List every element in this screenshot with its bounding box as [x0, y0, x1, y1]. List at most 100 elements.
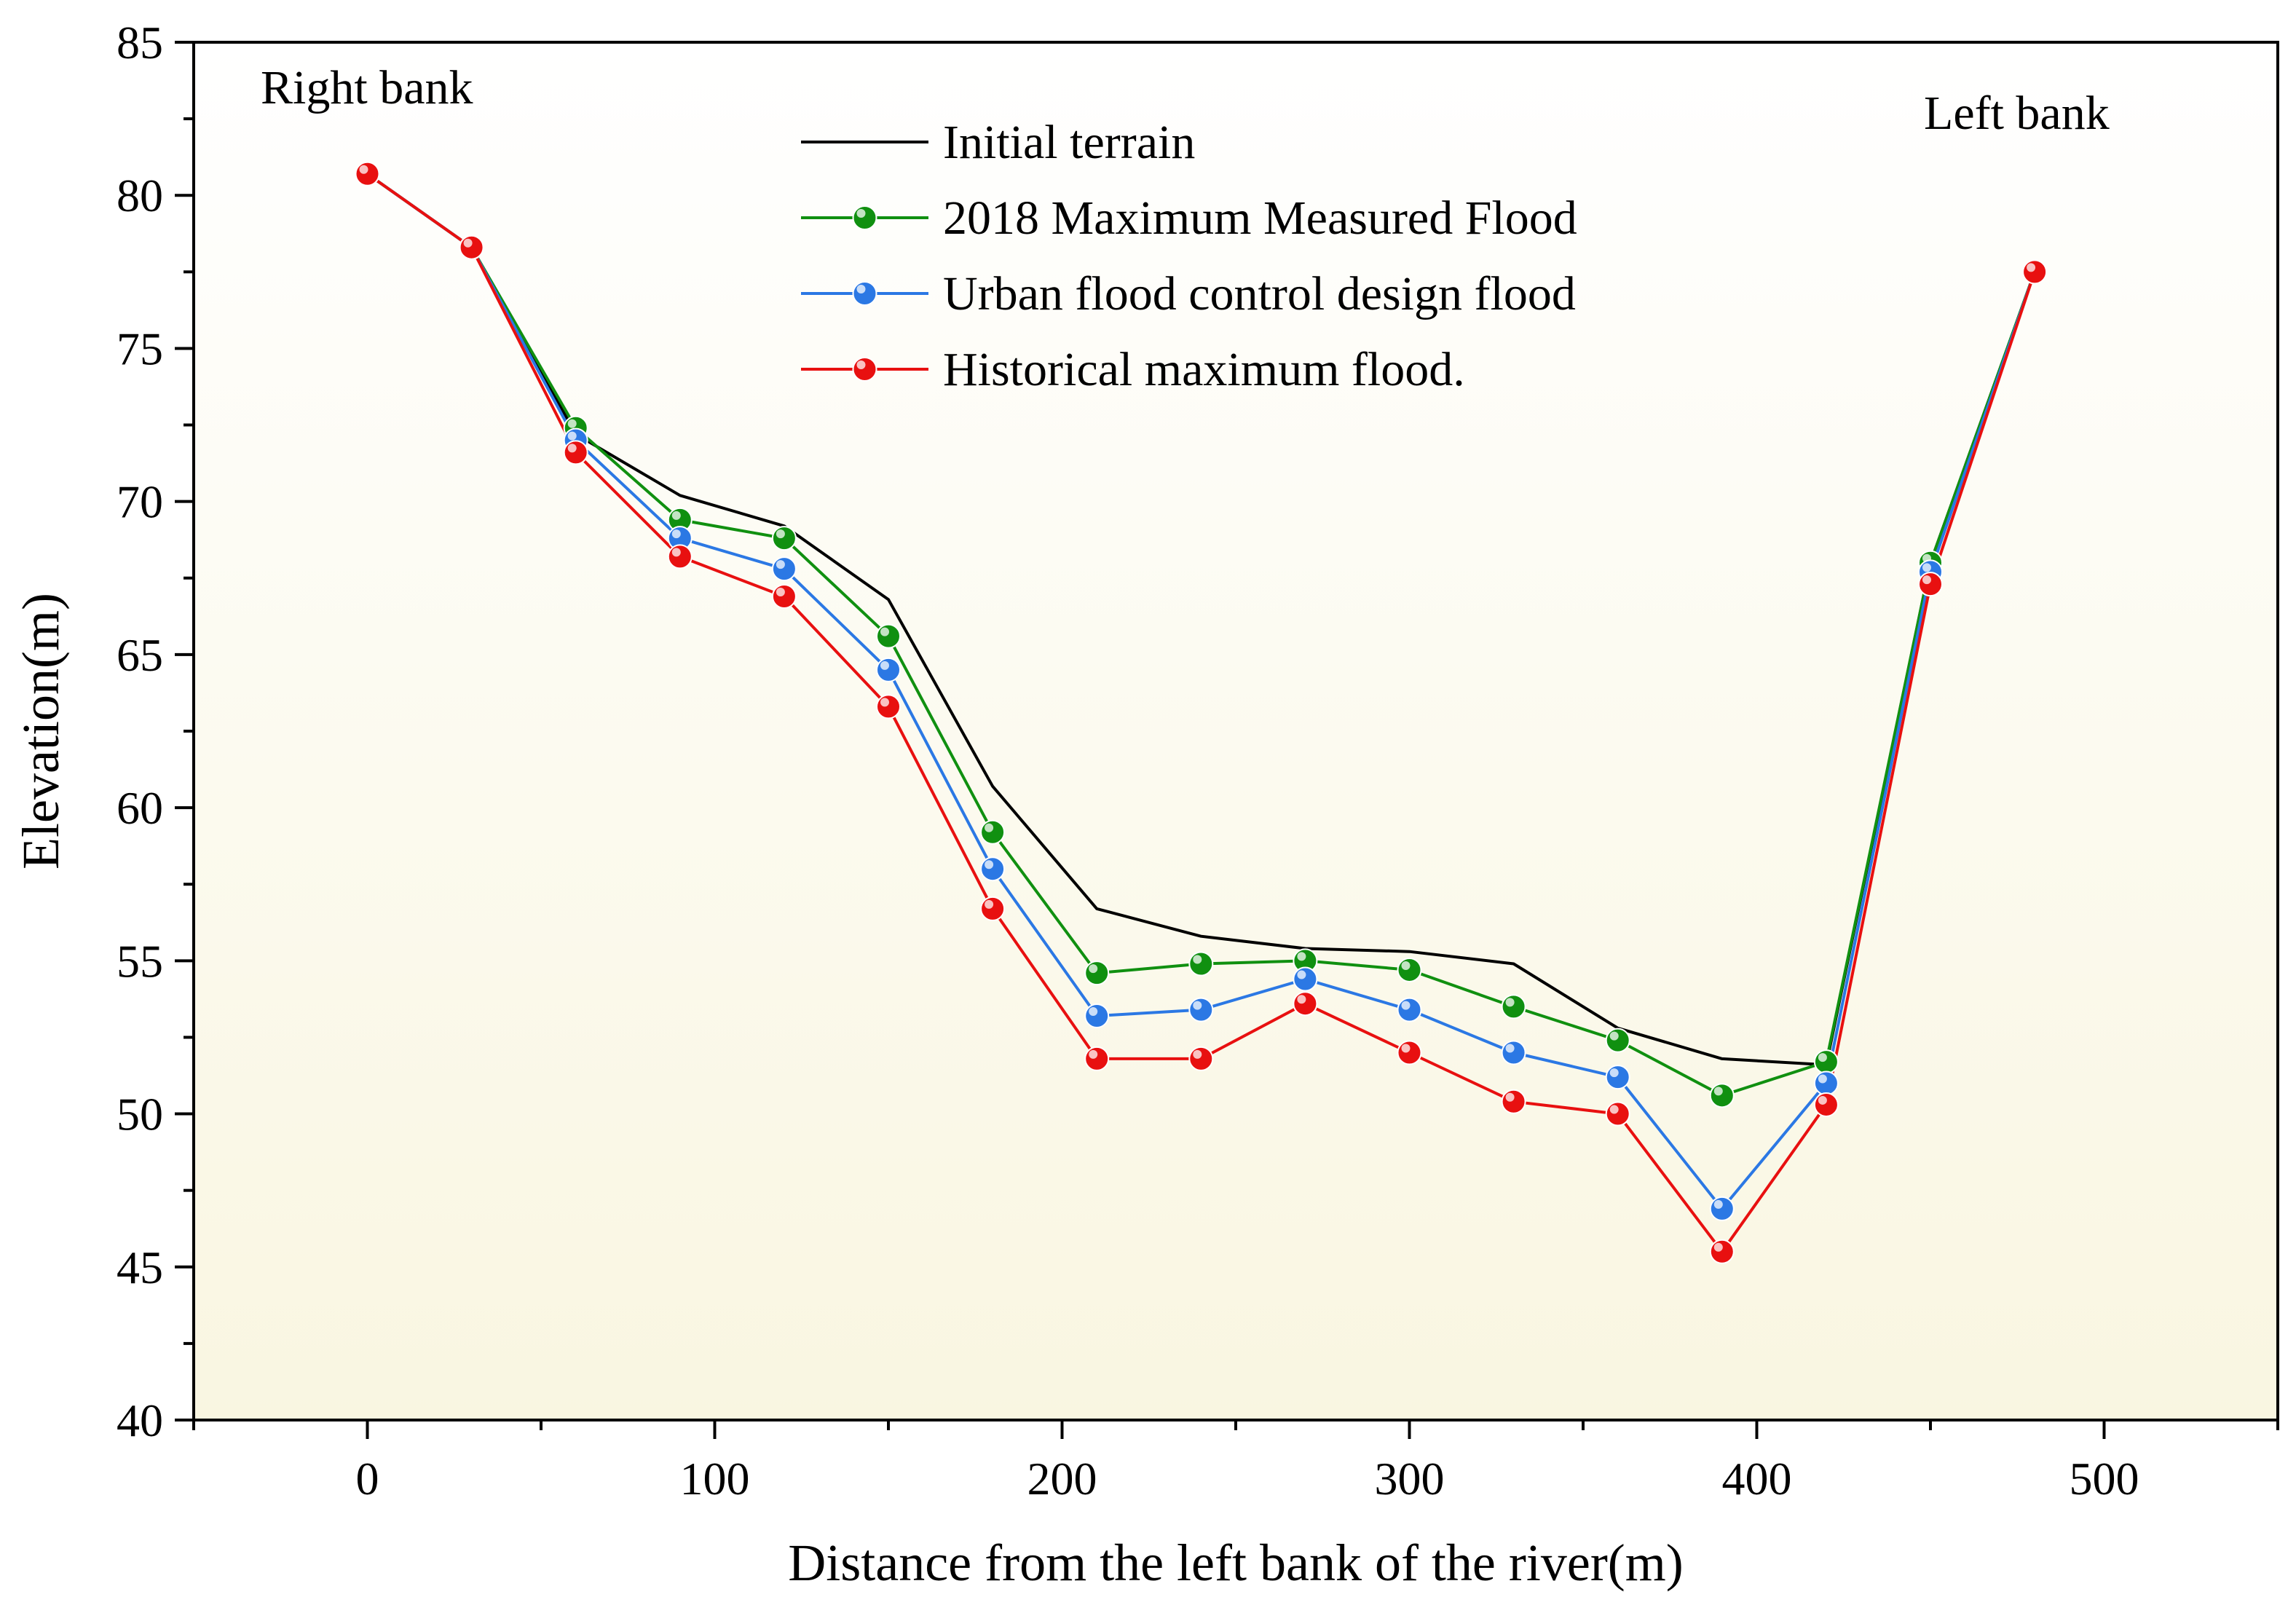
data-point	[1605, 1028, 1630, 1053]
data-point	[1709, 1196, 1735, 1221]
legend-label: 2018 Maximum Measured Flood	[943, 192, 1577, 245]
data-point-highlight	[463, 238, 473, 248]
data-point	[876, 694, 901, 719]
data-point	[1188, 951, 1214, 977]
x-tick-label: 500	[2070, 1453, 2139, 1505]
data-point	[1709, 1083, 1735, 1108]
x-tick-label: 100	[680, 1453, 750, 1505]
data-point	[1084, 1003, 1110, 1029]
data-point-highlight	[1193, 955, 1202, 964]
data-point-highlight	[1193, 1049, 1202, 1059]
left-bank-label: Left bank	[1924, 87, 2110, 140]
data-point	[1709, 1239, 1735, 1264]
data-point-highlight	[1609, 1105, 1619, 1114]
right-bank-label: Right bank	[261, 61, 473, 114]
data-point	[1501, 1040, 1526, 1065]
data-point-highlight	[359, 165, 368, 174]
data-point	[2022, 259, 2048, 285]
data-point-highlight	[1505, 1092, 1515, 1102]
x-axis-tick-labels: 0 100 200 300 400 500	[356, 1453, 2139, 1505]
data-point-highlight	[567, 431, 577, 441]
y-tick-label: 40	[117, 1395, 163, 1446]
data-point-highlight	[1297, 952, 1306, 961]
x-axis-title: Distance from the left bank of the river…	[788, 1534, 1684, 1592]
series-0	[366, 173, 2036, 1067]
data-point	[355, 161, 380, 186]
data-point	[980, 819, 1006, 845]
legend-marker	[852, 357, 877, 382]
data-point-highlight	[1609, 1068, 1619, 1078]
data-point	[1397, 957, 1422, 982]
data-point-highlight	[1401, 1001, 1411, 1010]
y-tick-label: 55	[117, 935, 163, 987]
y-axis-title: Elevation(m)	[12, 593, 70, 869]
data-point-highlight	[1818, 1074, 1827, 1084]
data-point-highlight	[1713, 1199, 1723, 1209]
x-tick-label: 400	[1722, 1453, 1792, 1505]
data-point-highlight	[1818, 1053, 1827, 1062]
data-point-highlight	[567, 443, 577, 453]
x-tick-label: 200	[1027, 1453, 1097, 1505]
x-tick-label: 0	[356, 1453, 379, 1505]
data-point-highlight	[1713, 1242, 1723, 1252]
data-point-highlight	[671, 548, 681, 557]
data-point	[1813, 1092, 1839, 1117]
legend-marker	[852, 205, 877, 230]
data-point-highlight	[1922, 563, 1931, 572]
data-point	[876, 657, 901, 682]
data-point-highlight	[1922, 575, 1931, 585]
y-tick-label: 60	[117, 782, 163, 834]
x-tick-label: 300	[1375, 1453, 1445, 1505]
y-tick-label: 70	[117, 476, 163, 528]
data-point-highlight	[1401, 1044, 1411, 1053]
data-point	[1813, 1070, 1839, 1096]
legend-item: Historical maximum flood.	[801, 343, 1465, 396]
legend-item: Initial terrain	[801, 116, 1195, 169]
data-point	[1605, 1065, 1630, 1090]
y-axis-tick-labels: 40 45 50 55 60 65 70 75 80 85	[117, 17, 163, 1446]
legend-item: 2018 Maximum Measured Flood	[801, 192, 1577, 245]
data-point	[1397, 1040, 1422, 1065]
plot-frame	[192, 41, 2279, 1421]
data-point-highlight	[1297, 970, 1306, 979]
data-point	[1501, 1089, 1526, 1114]
data-point-highlight	[567, 419, 577, 428]
series-markers-3	[355, 161, 2048, 1264]
data-point-highlight	[1193, 1001, 1202, 1010]
data-point	[459, 234, 484, 260]
data-point-highlight	[1609, 1031, 1619, 1041]
y-tick-label: 50	[117, 1089, 163, 1140]
data-point	[1084, 1046, 1110, 1071]
data-point	[1188, 1046, 1214, 1071]
data-point	[1293, 991, 1318, 1017]
data-point	[980, 856, 1006, 882]
data-point	[1813, 1049, 1839, 1075]
data-point	[771, 526, 797, 551]
data-point-highlight	[985, 860, 994, 869]
plot-background	[194, 42, 2278, 1420]
data-point-highlight	[1713, 1087, 1723, 1096]
data-point-highlight	[776, 588, 785, 597]
data-point-highlight	[1089, 1049, 1098, 1059]
data-point	[771, 556, 797, 582]
data-point-highlight	[2027, 263, 2036, 272]
data-point	[1605, 1101, 1630, 1127]
y-tick-label: 45	[117, 1242, 163, 1293]
data-point	[1293, 966, 1318, 992]
y-tick-label: 85	[117, 17, 163, 68]
data-point-highlight	[1505, 998, 1515, 1007]
y-tick-label: 65	[117, 629, 163, 681]
data-point	[563, 440, 588, 465]
legend-label: Initial terrain	[943, 116, 1195, 169]
y-tick-label: 80	[117, 170, 163, 221]
data-point	[1918, 572, 1943, 597]
legend: Initial terrain 2018 Maximum Measured Flo…	[801, 116, 1577, 396]
legend-marker-highlight	[856, 285, 866, 293]
data-point	[667, 544, 693, 569]
data-point-highlight	[880, 660, 889, 670]
data-point-highlight	[1818, 1095, 1827, 1105]
y-tick-label: 75	[117, 323, 163, 374]
legend-marker-highlight	[856, 209, 866, 218]
legend-marker-highlight	[856, 360, 866, 369]
